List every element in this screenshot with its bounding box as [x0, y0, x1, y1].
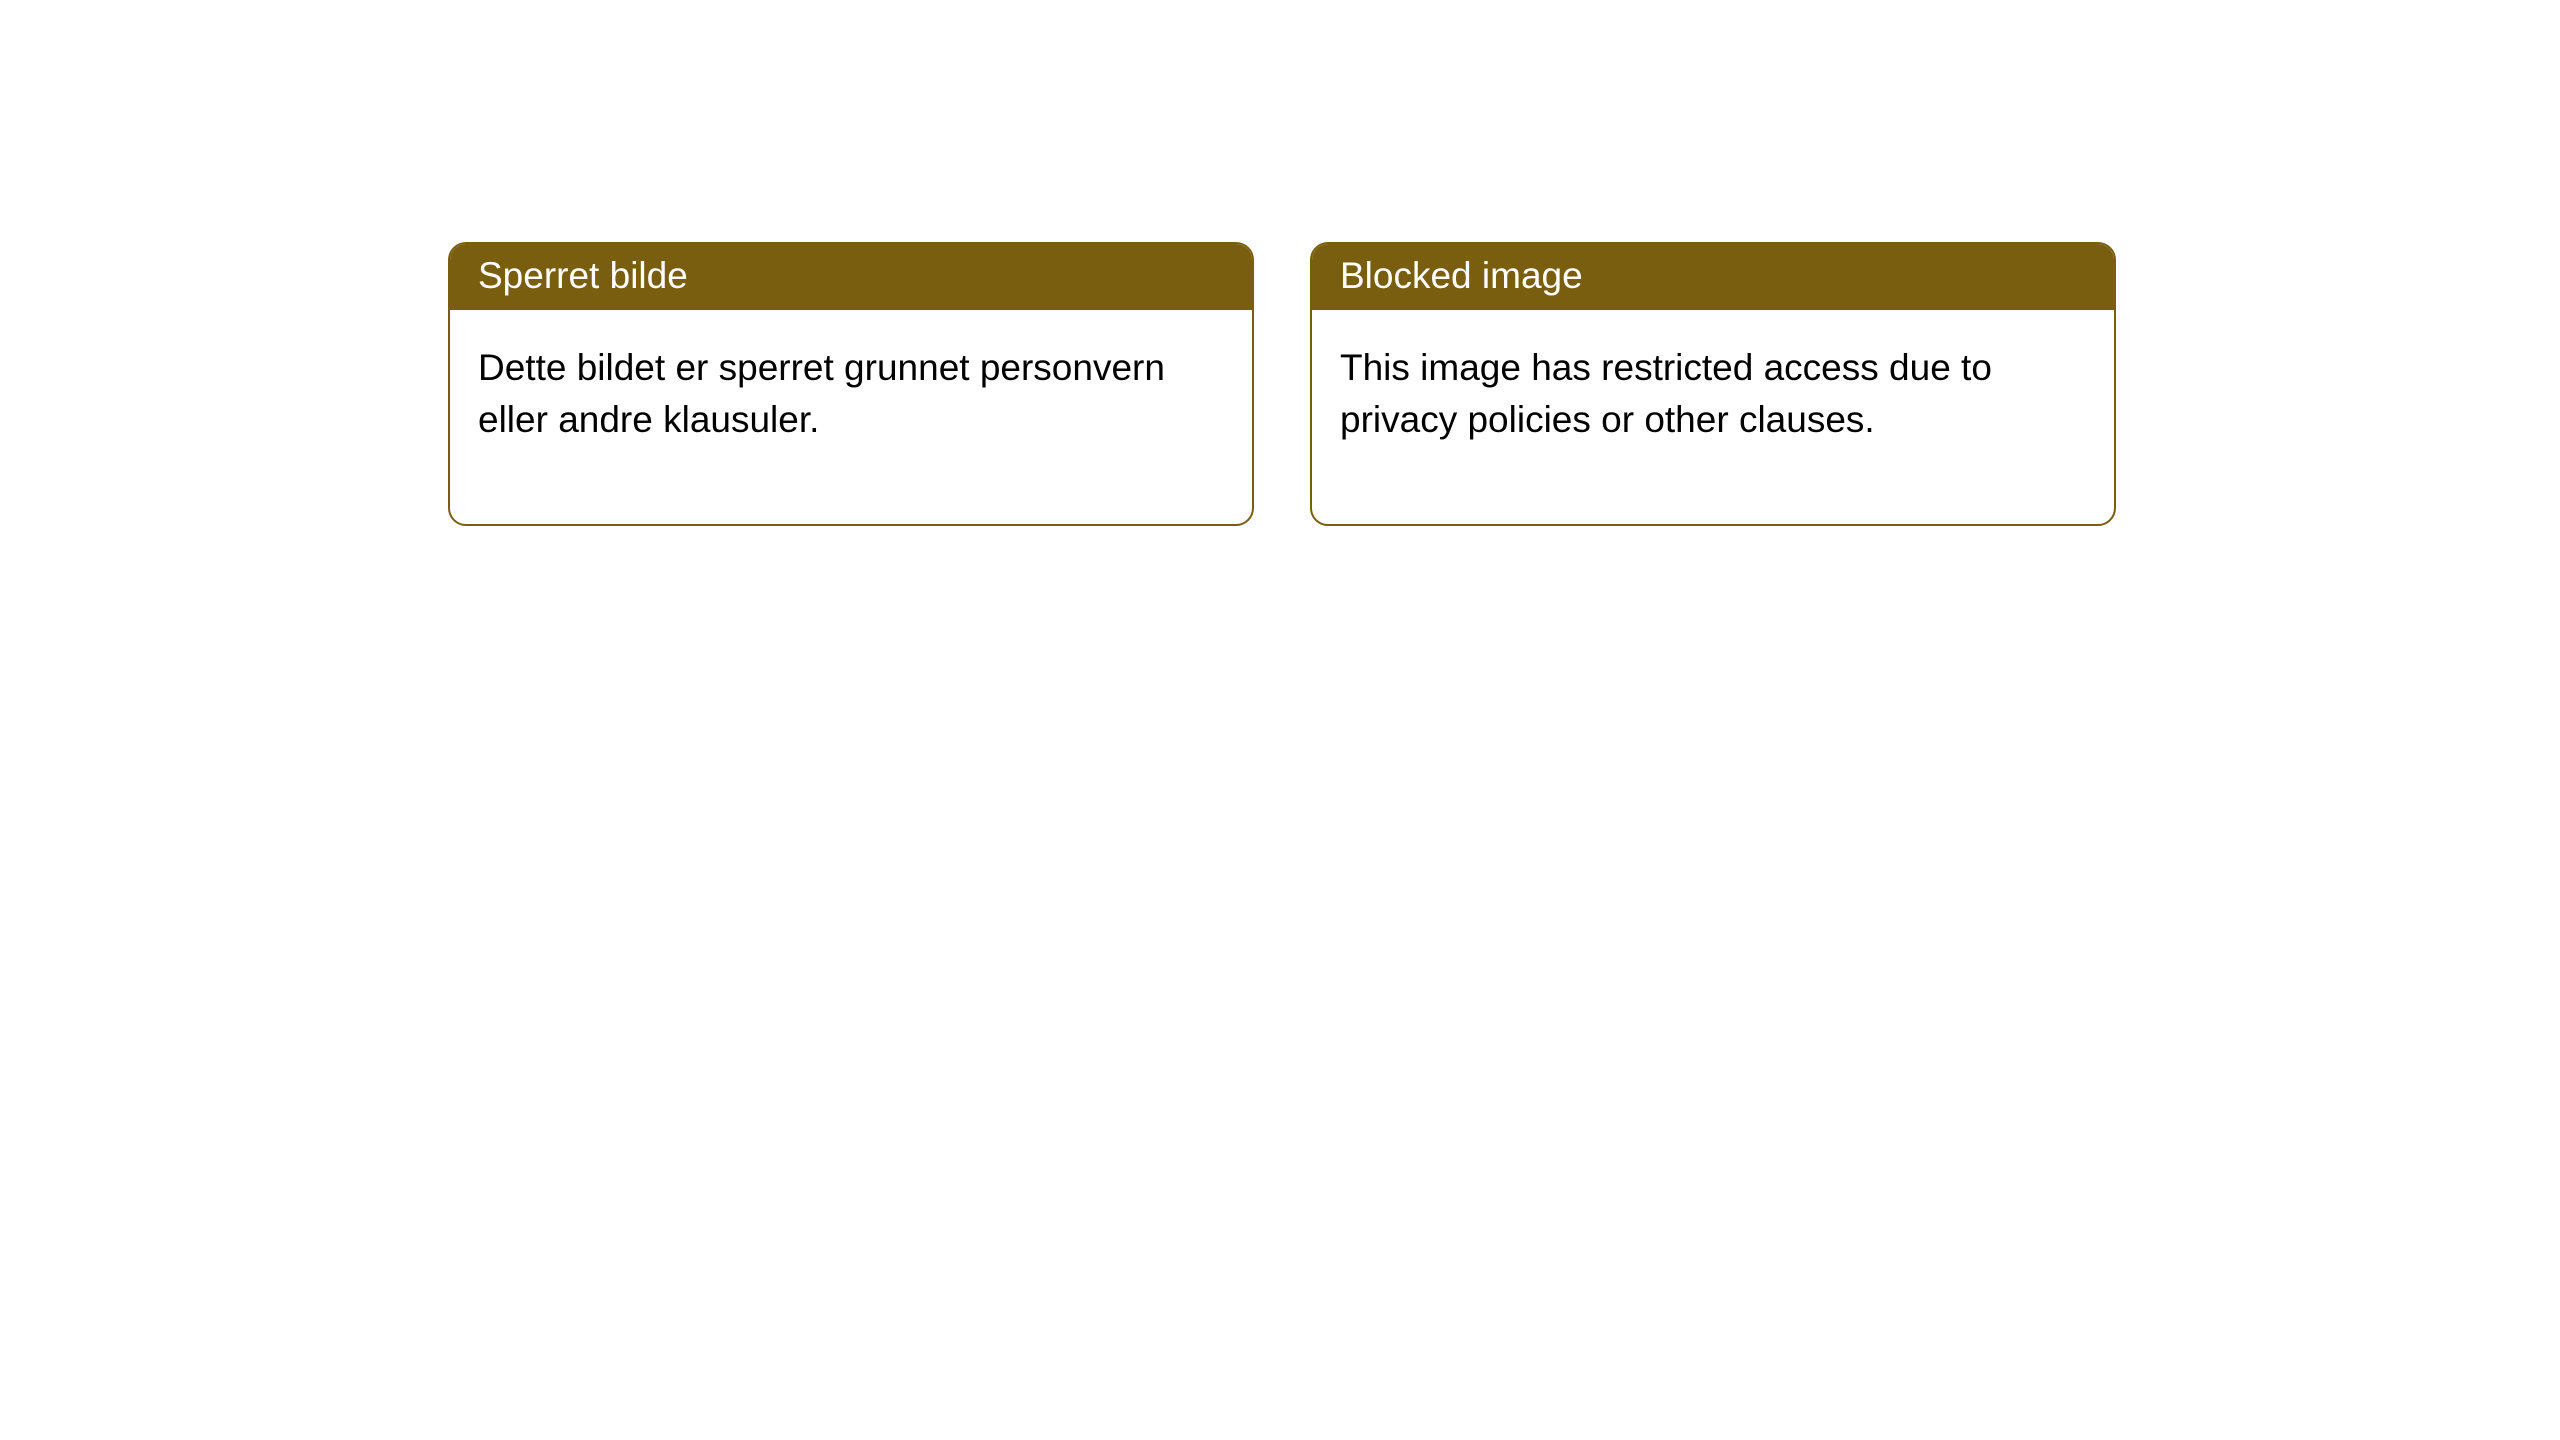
notice-body: Dette bildet er sperret grunnet personve… — [450, 310, 1252, 524]
notice-body: This image has restricted access due to … — [1312, 310, 2114, 524]
notice-container: Sperret bilde Dette bildet er sperret gr… — [0, 0, 2560, 526]
notice-header: Blocked image — [1312, 244, 2114, 310]
notice-header: Sperret bilde — [450, 244, 1252, 310]
notice-card-english: Blocked image This image has restricted … — [1310, 242, 2116, 526]
notice-card-norwegian: Sperret bilde Dette bildet er sperret gr… — [448, 242, 1254, 526]
